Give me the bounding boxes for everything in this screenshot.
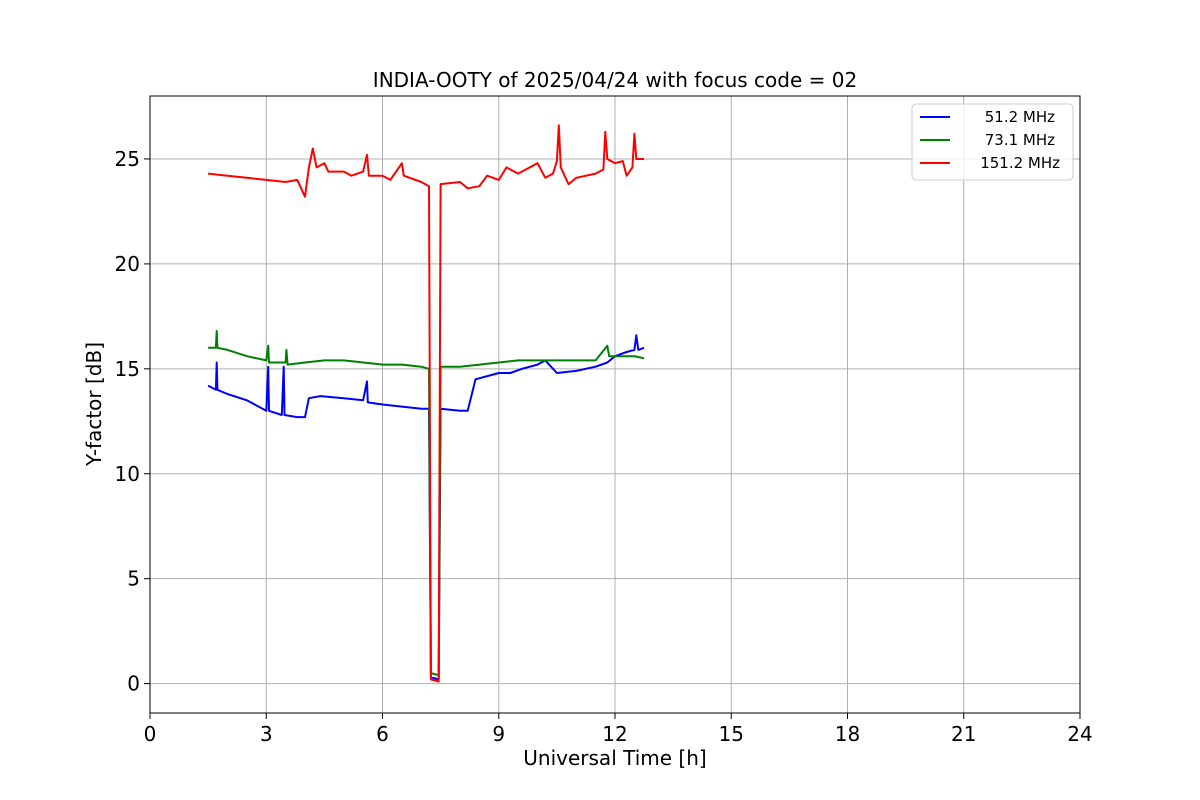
legend-entry: 73.1 MHz (985, 131, 1055, 149)
series-layer (207, 124, 645, 683)
y-tick-label: 25 (115, 147, 140, 171)
legend-entry: 151.2 MHz (980, 154, 1060, 172)
series-line (207, 124, 645, 683)
x-tick-label: 24 (1067, 722, 1092, 746)
x-axis: 0 3 6 9 12 15 18 21 24 (144, 713, 1093, 746)
chart-title: INDIA-OOTY of 2025/04/24 with focus code… (373, 68, 857, 92)
y-tick-label: 0 (127, 672, 140, 696)
y-axis-label: Y-factor [dB] (82, 342, 106, 467)
x-tick-label: 9 (492, 722, 505, 746)
y-tick-label: 5 (127, 567, 140, 591)
y-tick-label: 15 (115, 357, 140, 381)
x-tick-label: 12 (602, 722, 627, 746)
y-tick-label: 10 (115, 462, 140, 486)
series-line (207, 334, 645, 681)
x-tick-label: 6 (376, 722, 389, 746)
legend-box (911, 103, 1074, 181)
legend-entry: 51.2 MHz (985, 108, 1055, 126)
legend: 51.2 MHz 73.1 MHz 151.2 MHz (911, 103, 1074, 181)
x-tick-label: 21 (951, 722, 976, 746)
y-tick-label: 20 (115, 252, 140, 276)
x-tick-label: 3 (260, 722, 273, 746)
x-tick-label: 18 (835, 722, 860, 746)
series-line (208, 330, 645, 677)
x-tick-label: 15 (719, 722, 744, 746)
x-tick-label: 0 (144, 722, 157, 746)
y-axis: 0 5 10 15 20 25 (115, 147, 150, 696)
x-axis-label: Universal Time [h] (523, 746, 706, 770)
